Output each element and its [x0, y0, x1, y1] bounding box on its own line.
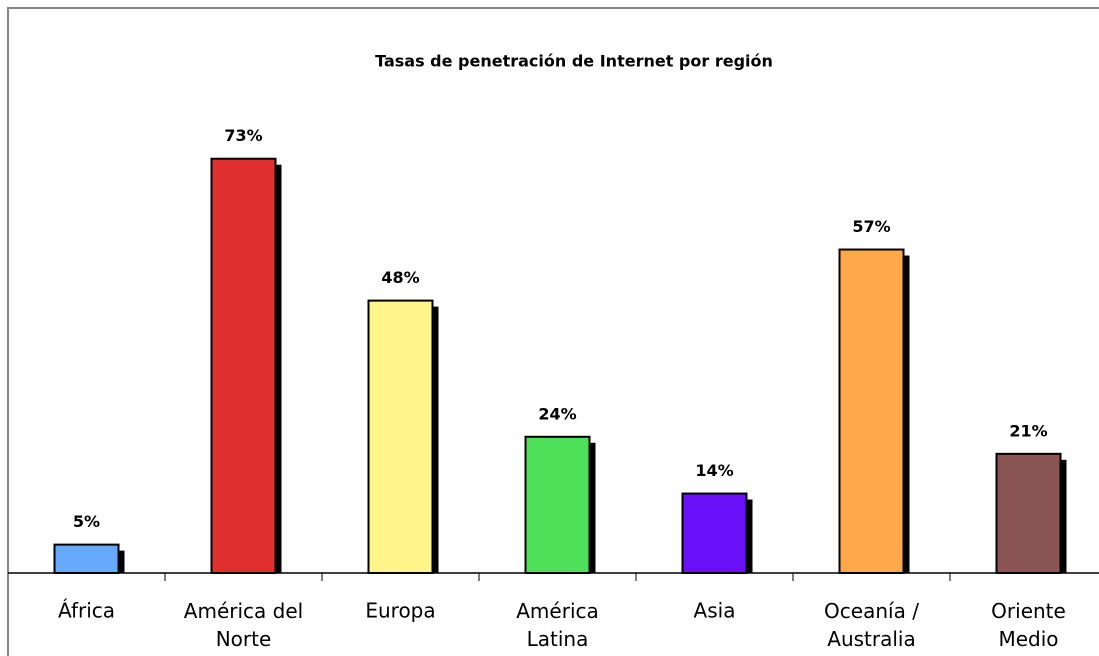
x-tick-label: América del Norte: [184, 599, 303, 651]
x-tick-label: Europa: [365, 599, 435, 623]
bar: [524, 435, 591, 574]
x-tick-label: América Latina: [516, 599, 599, 651]
value-label: 5%: [73, 512, 100, 531]
bar: [995, 452, 1062, 575]
x-tick-label: Oceanía / Australia: [824, 599, 919, 651]
value-label: 73%: [224, 126, 262, 145]
bar: [367, 299, 434, 574]
x-tick-label: África: [58, 599, 115, 623]
value-label: 48%: [381, 268, 419, 287]
value-label: 57%: [852, 217, 890, 236]
x-tick-label: Oriente Medio: [991, 599, 1066, 651]
value-label: 24%: [538, 404, 576, 423]
value-label: 14%: [695, 461, 733, 480]
bar: [210, 157, 277, 574]
bar: [681, 492, 748, 574]
value-label: 21%: [1009, 421, 1047, 440]
chart-title: Tasas de penetración de Internet por reg…: [375, 52, 773, 71]
x-tick-label: Asia: [694, 599, 736, 623]
bar: [53, 543, 120, 574]
bar: [838, 248, 905, 574]
